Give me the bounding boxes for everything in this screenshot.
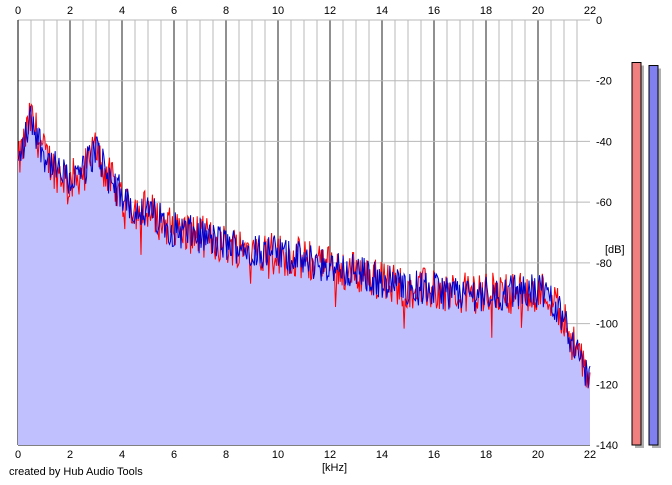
x-tick-label-bottom: 6 bbox=[171, 449, 177, 461]
x-tick-label-top: 2 bbox=[67, 5, 73, 17]
x-tick-label-top: 6 bbox=[171, 5, 177, 17]
x-tick-label-bottom: 0 bbox=[15, 449, 21, 461]
level-meter-right bbox=[648, 65, 659, 446]
level-meter-left bbox=[631, 62, 642, 446]
y-tick-label: -100 bbox=[596, 319, 618, 331]
x-tick-label-top: 12 bbox=[324, 5, 336, 17]
x-tick-label-bottom: 4 bbox=[119, 449, 125, 461]
x-tick-label-bottom: 18 bbox=[480, 449, 492, 461]
x-tick-labels-top: 0 2 4 6 8 10 12 14 16 18 20 22 bbox=[15, 5, 596, 17]
y-tick-label: -20 bbox=[596, 76, 612, 88]
x-tick-label-top: 8 bbox=[223, 5, 229, 17]
y-tick-label: -140 bbox=[596, 440, 618, 452]
x-tick-label-bottom: 10 bbox=[272, 449, 284, 461]
x-tick-labels-bottom: 0 2 4 6 8 10 12 14 16 18 20 22 bbox=[15, 449, 596, 461]
x-tick-label-top: 22 bbox=[584, 5, 596, 17]
x-axis-unit-label: [kHz] bbox=[322, 462, 347, 474]
spectrum-line-right-channel bbox=[17, 105, 591, 388]
spectrum-fill-area bbox=[18, 102, 590, 446]
y-tick-labels: 0 -20 -40 -60 -80 -100 -120 -140 bbox=[596, 15, 618, 452]
level-meters bbox=[631, 62, 661, 449]
x-tick-label-top: 0 bbox=[15, 5, 21, 17]
y-tick-label: -40 bbox=[596, 136, 612, 148]
y-tick-label: -80 bbox=[596, 258, 612, 270]
y-tick-label: -60 bbox=[596, 197, 612, 209]
x-tick-label-top: 4 bbox=[119, 5, 125, 17]
x-tick-label-bottom: 8 bbox=[223, 449, 229, 461]
y-tick-label: 0 bbox=[596, 15, 602, 27]
x-tick-label-top: 18 bbox=[480, 5, 492, 17]
x-tick-label-bottom: 12 bbox=[324, 449, 336, 461]
y-axis-unit-label: [dB] bbox=[605, 244, 625, 256]
x-tick-label-top: 20 bbox=[532, 5, 544, 17]
credit-text: created by Hub Audio Tools bbox=[9, 466, 143, 478]
x-tick-label-bottom: 14 bbox=[376, 449, 388, 461]
x-tick-label-top: 16 bbox=[428, 5, 440, 17]
x-tick-label-bottom: 22 bbox=[584, 449, 596, 461]
x-tick-label-top: 10 bbox=[272, 5, 284, 17]
x-tick-label-bottom: 16 bbox=[428, 449, 440, 461]
x-tick-label-bottom: 2 bbox=[67, 449, 73, 461]
x-tick-label-top: 14 bbox=[376, 5, 388, 17]
x-tick-label-bottom: 20 bbox=[532, 449, 544, 461]
y-tick-label: -120 bbox=[596, 379, 618, 391]
